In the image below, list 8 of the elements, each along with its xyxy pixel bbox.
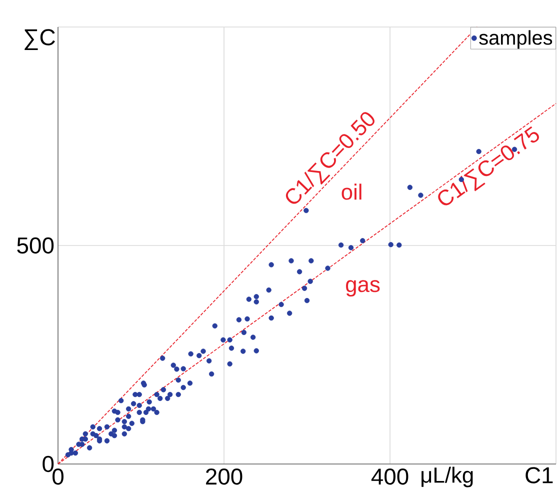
x-tick-label: 200 — [206, 468, 242, 485]
legend-label: samples — [479, 30, 552, 49]
x-tick-label: 400 — [371, 468, 408, 485]
annotation: gas — [346, 280, 380, 296]
y-tick-label: 500 — [17, 237, 54, 254]
text: μL/kg — [422, 466, 473, 488]
y-axis-title: ∑C — [24, 29, 55, 50]
x-axis-title: C1 — [526, 467, 553, 484]
